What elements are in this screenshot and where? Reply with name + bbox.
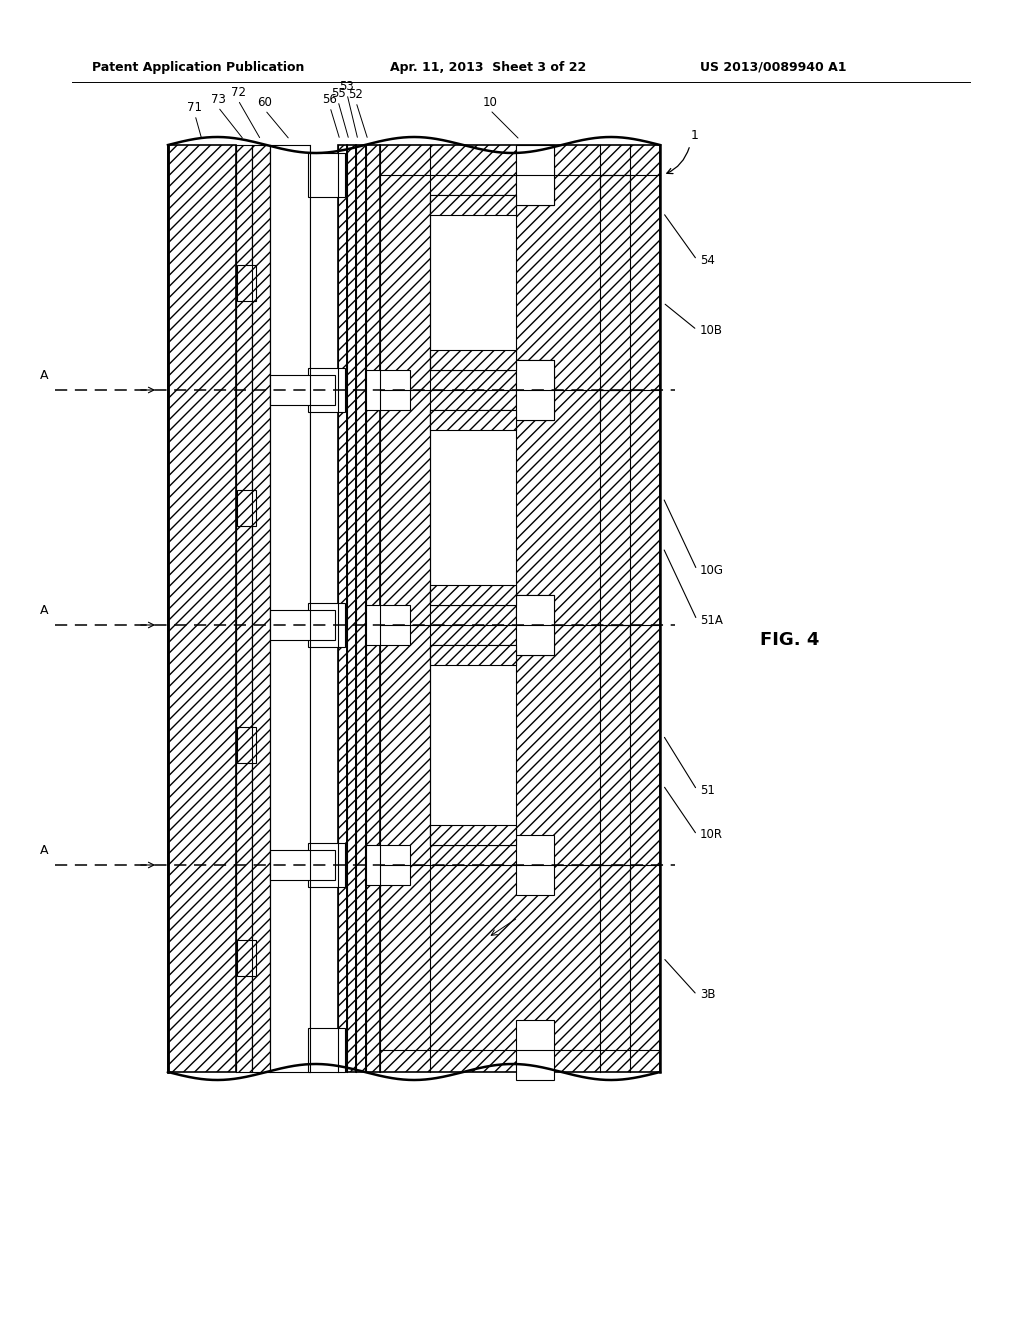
Text: 54: 54 [700,253,715,267]
Text: 56: 56 [323,92,338,106]
Bar [308,368,345,412]
Text: FIG. 4: FIG. 4 [760,631,819,649]
Text: 3B: 3B [700,989,716,1002]
Bar [237,940,256,975]
Text: 10: 10 [482,96,498,110]
Bar [168,145,236,1072]
Bar [516,836,554,895]
Text: 60: 60 [258,96,272,110]
Bar [430,411,516,605]
Bar [516,145,554,205]
Text: 10R: 10R [700,829,723,842]
Text: 72: 72 [230,86,246,99]
Bar [430,195,516,370]
Bar [237,727,256,763]
Bar [380,145,660,1072]
Bar [430,645,516,845]
Bar [430,195,516,215]
Text: A: A [40,605,48,616]
Text: Patent Application Publication: Patent Application Publication [92,61,304,74]
Bar [516,595,554,655]
Bar [356,145,366,1072]
Text: 53: 53 [340,81,354,92]
Text: A: A [40,370,48,381]
Bar [236,145,252,1072]
Bar [430,585,516,605]
Bar [252,145,270,1072]
Bar [516,145,554,205]
Bar [516,360,554,420]
Bar [347,145,356,1072]
Text: 51A: 51A [700,614,723,627]
Bar [430,645,516,665]
Text: 1: 1 [691,129,699,143]
Bar [366,145,380,1072]
Bar [338,145,347,1072]
Bar [430,825,516,845]
Bar [365,370,410,411]
Text: 51: 51 [700,784,715,796]
Text: 71: 71 [187,102,203,114]
Bar [237,490,256,525]
Bar [237,264,256,301]
Bar [308,1028,345,1072]
Text: 55: 55 [331,87,345,100]
Text: 10B: 10B [700,323,723,337]
Bar [270,375,335,405]
Bar [308,843,345,887]
Bar [516,595,554,655]
Bar [270,850,335,880]
Bar [308,603,345,647]
Bar [430,350,516,370]
Bar [310,145,338,1072]
Text: Apr. 11, 2013  Sheet 3 of 22: Apr. 11, 2013 Sheet 3 of 22 [390,61,587,74]
Text: A: A [40,843,48,857]
Bar [270,145,310,1072]
Bar [365,605,410,645]
Text: 73: 73 [211,92,225,106]
Bar [516,1020,554,1080]
Bar [516,360,554,420]
Text: 52: 52 [348,88,364,102]
Text: 10G: 10G [700,564,724,577]
Bar [430,411,516,430]
Bar [365,845,410,884]
Bar [270,610,335,640]
Bar [308,153,345,197]
Text: US 2013/0089940 A1: US 2013/0089940 A1 [700,61,847,74]
